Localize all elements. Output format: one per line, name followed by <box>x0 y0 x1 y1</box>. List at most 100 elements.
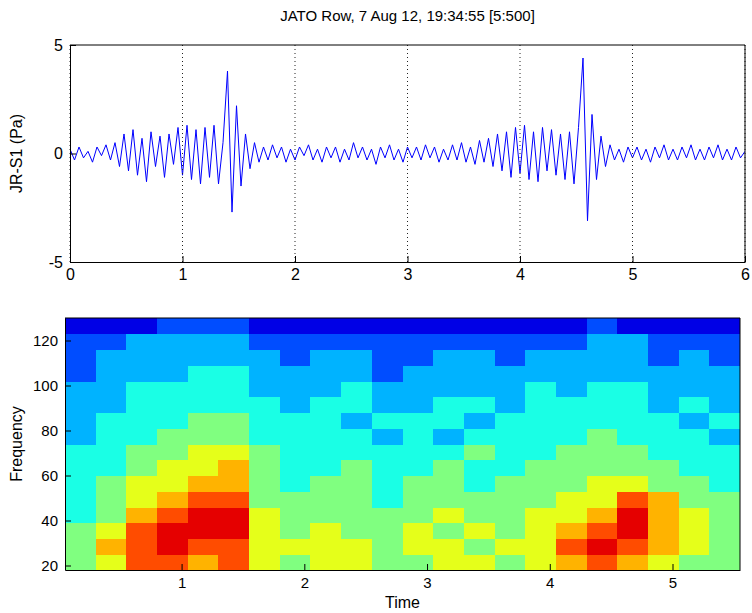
heat-cell <box>341 476 372 492</box>
heat-cell <box>341 397 372 413</box>
heat-cell <box>96 350 127 366</box>
heat-cell <box>218 460 249 476</box>
heat-cell <box>65 428 96 444</box>
heat-cell <box>341 444 372 460</box>
heat-cell <box>249 350 280 366</box>
heat-cell <box>341 365 372 381</box>
heat-cell <box>587 428 618 444</box>
heat-cell <box>310 350 341 366</box>
heat-cell <box>341 539 372 555</box>
heat-cell <box>403 460 434 476</box>
x-axis: 0123456 <box>66 256 750 283</box>
heat-cell <box>556 523 587 539</box>
grid-line <box>407 45 408 262</box>
heat-cell <box>372 365 403 381</box>
heat-cell <box>372 460 403 476</box>
heat-cell <box>372 381 403 397</box>
heat-cell <box>403 554 434 570</box>
heat-cell <box>65 318 96 334</box>
grid <box>70 45 745 262</box>
heat-cell <box>341 428 372 444</box>
heat-cell <box>464 554 495 570</box>
heat-cell <box>617 365 648 381</box>
heat-cell <box>249 491 280 507</box>
heat-cell <box>341 507 372 523</box>
heat-cell <box>65 491 96 507</box>
heat-cell <box>188 476 219 492</box>
heat-cell <box>556 428 587 444</box>
heat-cell <box>556 539 587 555</box>
tick: 5 <box>629 256 638 283</box>
heat-cell <box>648 350 679 366</box>
heat-cell <box>341 350 372 366</box>
heat-cell <box>65 554 96 570</box>
heat-cell <box>587 554 618 570</box>
heat-cell <box>65 334 96 350</box>
tick-label: 0 <box>54 145 63 162</box>
heat-cell <box>709 365 740 381</box>
heat-cell <box>679 491 710 507</box>
heat-cell <box>587 334 618 350</box>
heat-cell <box>157 539 188 555</box>
heat-cell <box>617 397 648 413</box>
tick-label: 6 <box>741 266 750 283</box>
tick: 20 <box>41 557 71 574</box>
tick: 0 <box>54 145 76 162</box>
tick-mark <box>183 256 184 262</box>
tick-label: 3 <box>423 574 431 591</box>
heat-cell <box>556 554 587 570</box>
heat-cell <box>403 476 434 492</box>
heat-cell <box>96 554 127 570</box>
heat-cell <box>648 334 679 350</box>
heat-cell <box>679 523 710 539</box>
heat-cell <box>249 428 280 444</box>
heat-cell <box>709 334 740 350</box>
heat-cell <box>218 428 249 444</box>
heat-cell <box>310 397 341 413</box>
heat-cell <box>403 397 434 413</box>
heat-cell <box>280 554 311 570</box>
heat-cell <box>218 507 249 523</box>
tick: 5 <box>669 564 677 591</box>
heat-cell <box>464 350 495 366</box>
heat-cell <box>464 539 495 555</box>
heat-cell <box>372 350 403 366</box>
tick: 120 <box>33 332 71 349</box>
heat-cell <box>617 428 648 444</box>
heat-cell <box>648 397 679 413</box>
heat-cell <box>157 334 188 350</box>
heat-cell <box>157 428 188 444</box>
heat-cell <box>280 397 311 413</box>
heat-cell <box>126 491 157 507</box>
heat-cell <box>372 554 403 570</box>
heat-cell <box>126 428 157 444</box>
tick-label: 1 <box>178 574 186 591</box>
heat-cell <box>126 381 157 397</box>
heat-cell <box>96 476 127 492</box>
heat-cell <box>310 413 341 429</box>
tick-label: 3 <box>404 266 413 283</box>
tick-mark <box>65 566 71 567</box>
heat-cell <box>433 365 464 381</box>
heat-cell <box>587 350 618 366</box>
heat-cell <box>587 444 618 460</box>
heat-cell <box>65 397 96 413</box>
heat-cell <box>587 491 618 507</box>
heat-cell <box>403 428 434 444</box>
tick-mark <box>673 564 674 570</box>
heat-cell <box>249 318 280 334</box>
heat-cell <box>65 413 96 429</box>
heat-cell <box>556 476 587 492</box>
tick-label: 4 <box>516 266 525 283</box>
heat-cell <box>403 539 434 555</box>
heat-cell <box>249 397 280 413</box>
heat-cell <box>372 444 403 460</box>
heat-cell <box>679 350 710 366</box>
heat-cell <box>403 491 434 507</box>
heat-cell <box>310 318 341 334</box>
heat-cell <box>218 397 249 413</box>
heat-cell <box>617 460 648 476</box>
heat-cell <box>464 365 495 381</box>
heat-cell <box>525 318 556 334</box>
heat-cell <box>96 365 127 381</box>
